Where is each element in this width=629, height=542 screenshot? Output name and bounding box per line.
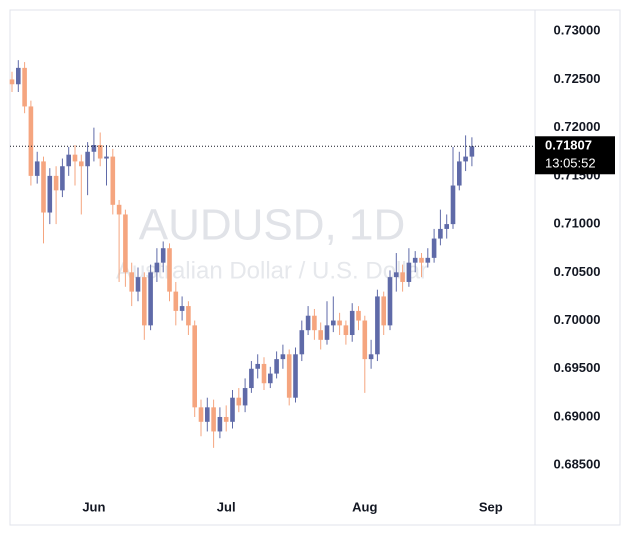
candle-body <box>211 407 216 432</box>
x-tick-label: Sep <box>479 499 503 514</box>
candle-body <box>91 145 97 152</box>
candle-body <box>22 67 27 107</box>
candle-body <box>343 325 349 336</box>
candle-body <box>160 248 166 263</box>
candle-body <box>400 272 405 282</box>
last-price-box <box>535 136 615 175</box>
y-tick-label: 0.72500 <box>554 71 601 86</box>
candle-body <box>16 67 21 85</box>
candle-body <box>268 373 273 384</box>
candle-body <box>362 320 368 360</box>
candle-body <box>349 310 355 336</box>
candle-body <box>192 325 197 408</box>
candle-body <box>72 154 78 162</box>
candle-body <box>318 330 323 340</box>
y-tick-label: 0.72000 <box>554 119 601 134</box>
candle-body <box>223 416 229 422</box>
candle-body <box>79 161 84 167</box>
candle-body <box>286 354 292 398</box>
y-tick-label: 0.70000 <box>554 312 601 327</box>
candle-body <box>406 262 412 282</box>
candle-body <box>394 272 399 278</box>
candle-body <box>34 161 40 176</box>
candle-body <box>123 214 128 273</box>
candle-body <box>148 272 153 326</box>
candle-body <box>41 161 46 213</box>
candle-body <box>312 315 317 331</box>
candle-body <box>331 320 336 326</box>
candle-body <box>444 224 449 229</box>
candle-body <box>242 388 248 406</box>
candle-body <box>53 175 59 191</box>
candle-body <box>167 248 172 292</box>
candle-body <box>217 416 223 432</box>
candle-body <box>198 407 204 422</box>
candle-body <box>66 154 71 167</box>
candle-body <box>368 354 374 360</box>
candle-body <box>419 257 424 263</box>
watermark-title: AUDUSD, 1D <box>139 201 406 250</box>
y-tick-label: 0.70500 <box>554 264 601 279</box>
candle-body <box>116 204 122 215</box>
candle-body <box>9 79 15 85</box>
candle-body <box>280 354 286 360</box>
candle-body <box>438 228 443 239</box>
candle-body <box>299 330 305 355</box>
candle-body <box>425 257 431 263</box>
chart-frame <box>9 9 621 526</box>
x-tick-label: Jun <box>82 499 105 514</box>
candle-body <box>154 262 160 273</box>
candle-body <box>457 161 462 186</box>
candle-body <box>324 325 330 340</box>
candle-body <box>179 306 185 311</box>
candle-body <box>85 151 90 167</box>
last-price-label: 0.71807 <box>545 138 592 153</box>
candle-body <box>205 407 210 422</box>
candle-body <box>129 272 134 292</box>
countdown-label: 13:05:52 <box>545 156 596 171</box>
candle-body <box>110 156 116 205</box>
candle-body <box>381 296 386 326</box>
candle-body <box>261 363 267 384</box>
candle-body <box>431 238 437 258</box>
candle-body <box>97 145 103 159</box>
x-tick-label: Jul <box>217 499 236 514</box>
candle-body <box>293 354 298 398</box>
y-tick-label: 0.68500 <box>554 457 601 472</box>
candle-body <box>469 146 475 157</box>
candle-body <box>135 277 141 292</box>
candle-body <box>28 106 34 176</box>
x-tick-label: Aug <box>352 499 377 514</box>
candle-body <box>236 397 242 406</box>
candle-body <box>450 185 456 225</box>
candle-body <box>60 166 65 191</box>
y-tick-label: 0.69500 <box>554 360 601 375</box>
candle-body <box>337 320 342 326</box>
candle-body <box>47 175 53 213</box>
candle-body <box>186 306 191 326</box>
candle-body <box>305 315 311 331</box>
candle-body <box>104 156 109 159</box>
y-tick-label: 0.73000 <box>554 23 601 38</box>
candle-body <box>142 277 147 326</box>
candle-body <box>356 310 361 321</box>
candle-body <box>412 257 418 263</box>
y-tick-label: 0.69000 <box>554 408 601 423</box>
candle-body <box>249 368 254 389</box>
candle-body <box>387 277 393 326</box>
candle-body <box>375 296 380 355</box>
candle-body <box>274 359 279 374</box>
y-tick-label: 0.71000 <box>554 216 601 231</box>
candle-body <box>463 156 468 162</box>
candle-body <box>255 363 260 369</box>
candle-body <box>173 291 179 311</box>
candle-body <box>230 397 235 422</box>
